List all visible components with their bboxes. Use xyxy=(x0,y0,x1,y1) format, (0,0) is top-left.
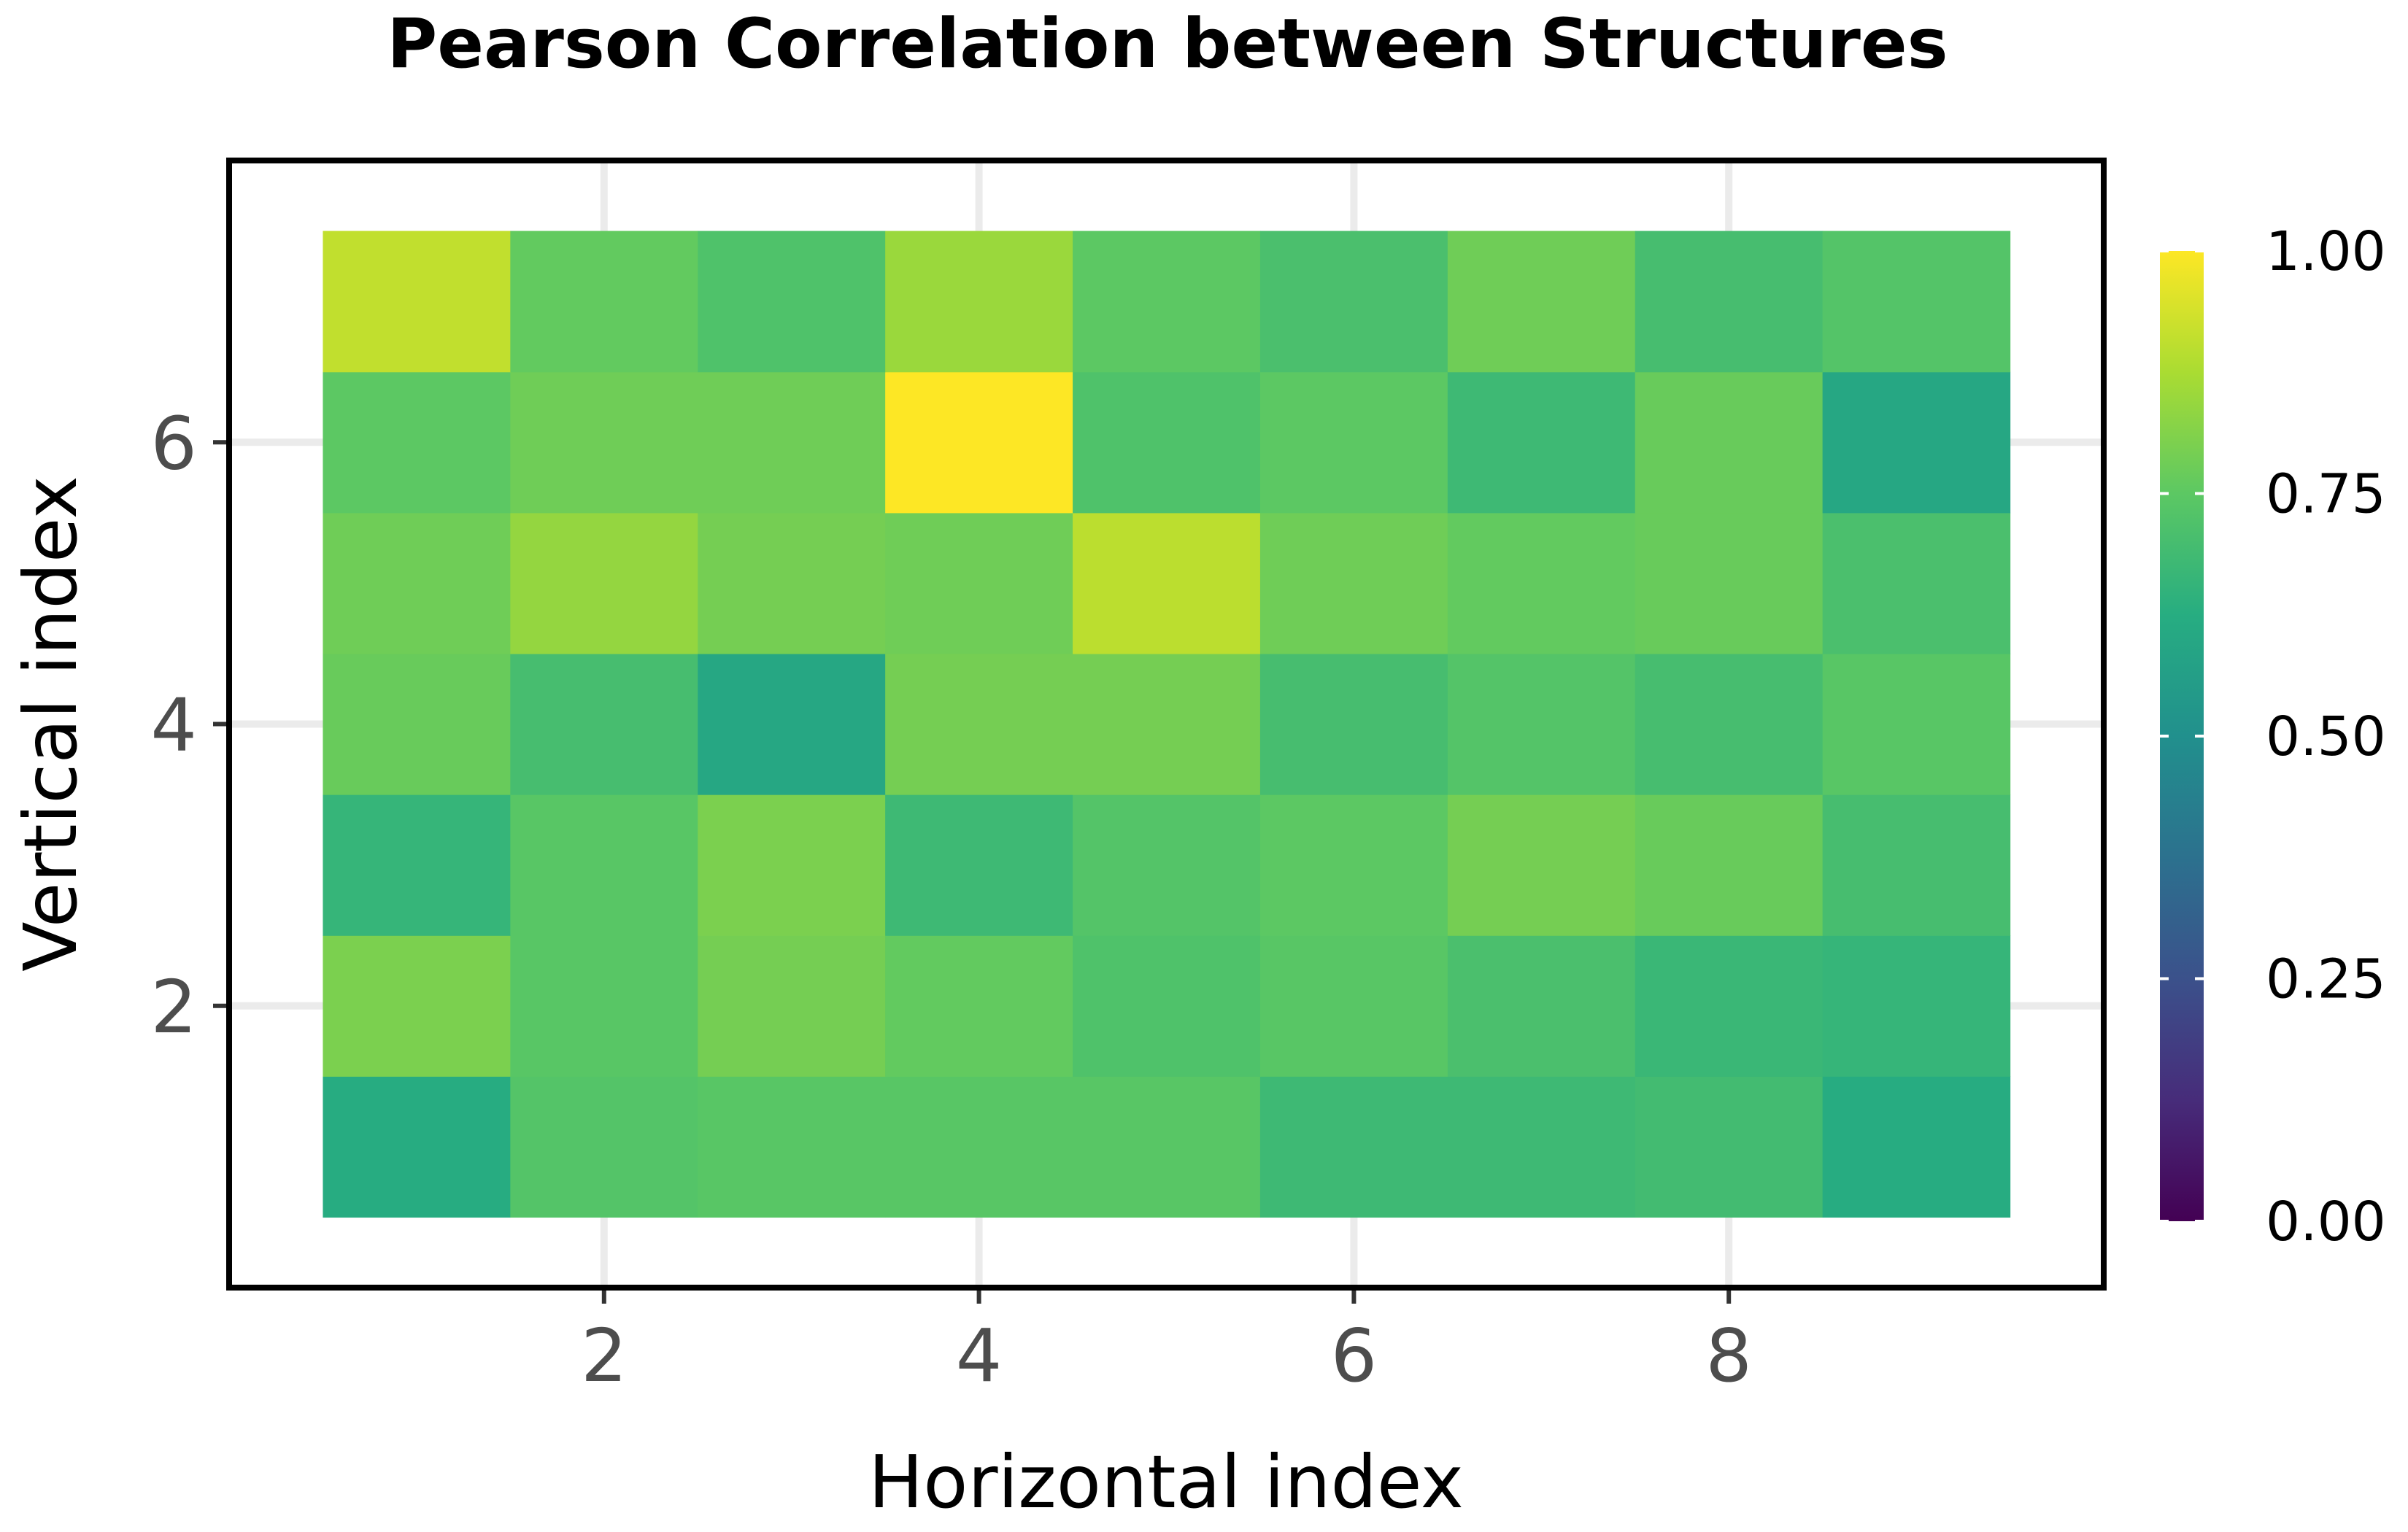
heatmap-cell xyxy=(1073,371,1261,514)
heatmap-cell xyxy=(1635,371,1824,514)
heatmap-cell xyxy=(1822,512,2011,654)
heatmap-cell xyxy=(1447,794,1636,936)
heatmap-cell xyxy=(1822,1076,2011,1218)
heatmap-cell xyxy=(1822,935,2011,1077)
heatmap-cell xyxy=(1073,794,1261,936)
heatmap-cell xyxy=(1447,231,1636,373)
heatmap-cell xyxy=(1073,231,1261,373)
heatmap-cell xyxy=(323,935,511,1077)
heatmap-cell xyxy=(1447,1076,1636,1218)
heatmap-cell xyxy=(1447,371,1636,514)
heatmap-cell xyxy=(1635,231,1824,373)
heatmap-cell xyxy=(1635,512,1824,654)
heatmap-cell xyxy=(698,231,886,373)
heatmap-cell xyxy=(1822,231,2011,373)
heatmap-cell xyxy=(1822,371,2011,514)
plot-border xyxy=(226,158,2107,1291)
y-tick-label: 4 xyxy=(150,683,197,768)
colorbar-tick-label: 1.00 xyxy=(2266,220,2386,283)
heatmap-cell xyxy=(323,653,511,795)
heatmap-cell xyxy=(885,794,1073,936)
heatmap-cell xyxy=(885,371,1073,514)
heatmap-cell xyxy=(1073,935,1261,1077)
x-tick-label: 2 xyxy=(581,1313,628,1398)
y-axis-title: Vertical index xyxy=(8,476,93,972)
heatmap-cell xyxy=(323,512,511,654)
heatmap-cell xyxy=(1073,1076,1261,1218)
heatmap-cell xyxy=(1259,794,1448,936)
heatmap-cell xyxy=(510,371,698,514)
heatmap-cell xyxy=(1447,512,1636,654)
heatmap-cell xyxy=(1635,653,1824,795)
heatmap-cell xyxy=(1259,371,1448,514)
heatmap-cell xyxy=(698,1076,886,1218)
heatmap-cell xyxy=(885,935,1073,1077)
heatmap-cell xyxy=(1259,935,1448,1077)
colorbar-tick-label: 0.50 xyxy=(2266,705,2386,768)
heatmap-cell xyxy=(510,794,698,936)
x-tick-label: 4 xyxy=(956,1313,1003,1398)
heatmap-cell xyxy=(885,653,1073,795)
heatmap-cell xyxy=(1635,1076,1824,1218)
chart-title: Pearson Correlation between Structures xyxy=(387,4,1948,84)
heatmap-cell xyxy=(1447,653,1636,795)
heatmap-cell xyxy=(323,794,511,936)
y-tick-label: 6 xyxy=(150,401,197,486)
heatmap-cell xyxy=(698,794,886,936)
colorbar-ticks: 0.00 0.25 0.50 0.75 1.00 xyxy=(2160,220,2386,1253)
heatmap-cell xyxy=(1073,512,1261,654)
heatmap-cell xyxy=(323,1076,511,1218)
heatmap-cell xyxy=(323,231,511,373)
heatmap-cell xyxy=(1259,512,1448,654)
y-tick-label: 2 xyxy=(150,964,197,1050)
heatmap-cell xyxy=(510,1076,698,1218)
colorbar-tick-label: 0.00 xyxy=(2266,1191,2386,1253)
heatmap-cell xyxy=(510,935,698,1077)
heatmap-cell xyxy=(1259,231,1448,373)
heatmap-cell xyxy=(698,371,886,514)
heatmap-cell xyxy=(885,231,1073,373)
heatmap-cell xyxy=(510,231,698,373)
heatmap-cell xyxy=(510,512,698,654)
heatmap-cell xyxy=(1822,794,2011,936)
heatmap-cell xyxy=(323,371,511,514)
heatmap-cell xyxy=(885,1076,1073,1218)
heatmap-cell xyxy=(1822,653,2011,795)
heatmap-cell xyxy=(1073,653,1261,795)
y-axis-ticks: 2 4 6 xyxy=(150,401,226,1050)
heatmap-cell xyxy=(1635,935,1824,1077)
colorbar-tick-label: 0.25 xyxy=(2266,948,2386,1011)
heatmap-cell xyxy=(1259,653,1448,795)
heatmap-cell xyxy=(885,512,1073,654)
heatmap-cell xyxy=(510,653,698,795)
x-axis-ticks: 2 4 6 8 xyxy=(581,1291,1752,1398)
heatmap-cell xyxy=(698,935,886,1077)
heatmap-cell xyxy=(698,653,886,795)
heatmap-cell xyxy=(1259,1076,1448,1218)
heatmap-cell xyxy=(698,512,886,654)
x-tick-label: 6 xyxy=(1331,1313,1378,1398)
x-tick-label: 8 xyxy=(1705,1313,1752,1398)
heatmap-cell xyxy=(1635,794,1824,936)
x-axis-title: Horizontal index xyxy=(868,1439,1464,1525)
heatmap-cell xyxy=(1447,935,1636,1077)
heatmap-cells xyxy=(323,231,2011,1218)
colorbar-tick-label: 0.75 xyxy=(2266,463,2386,526)
